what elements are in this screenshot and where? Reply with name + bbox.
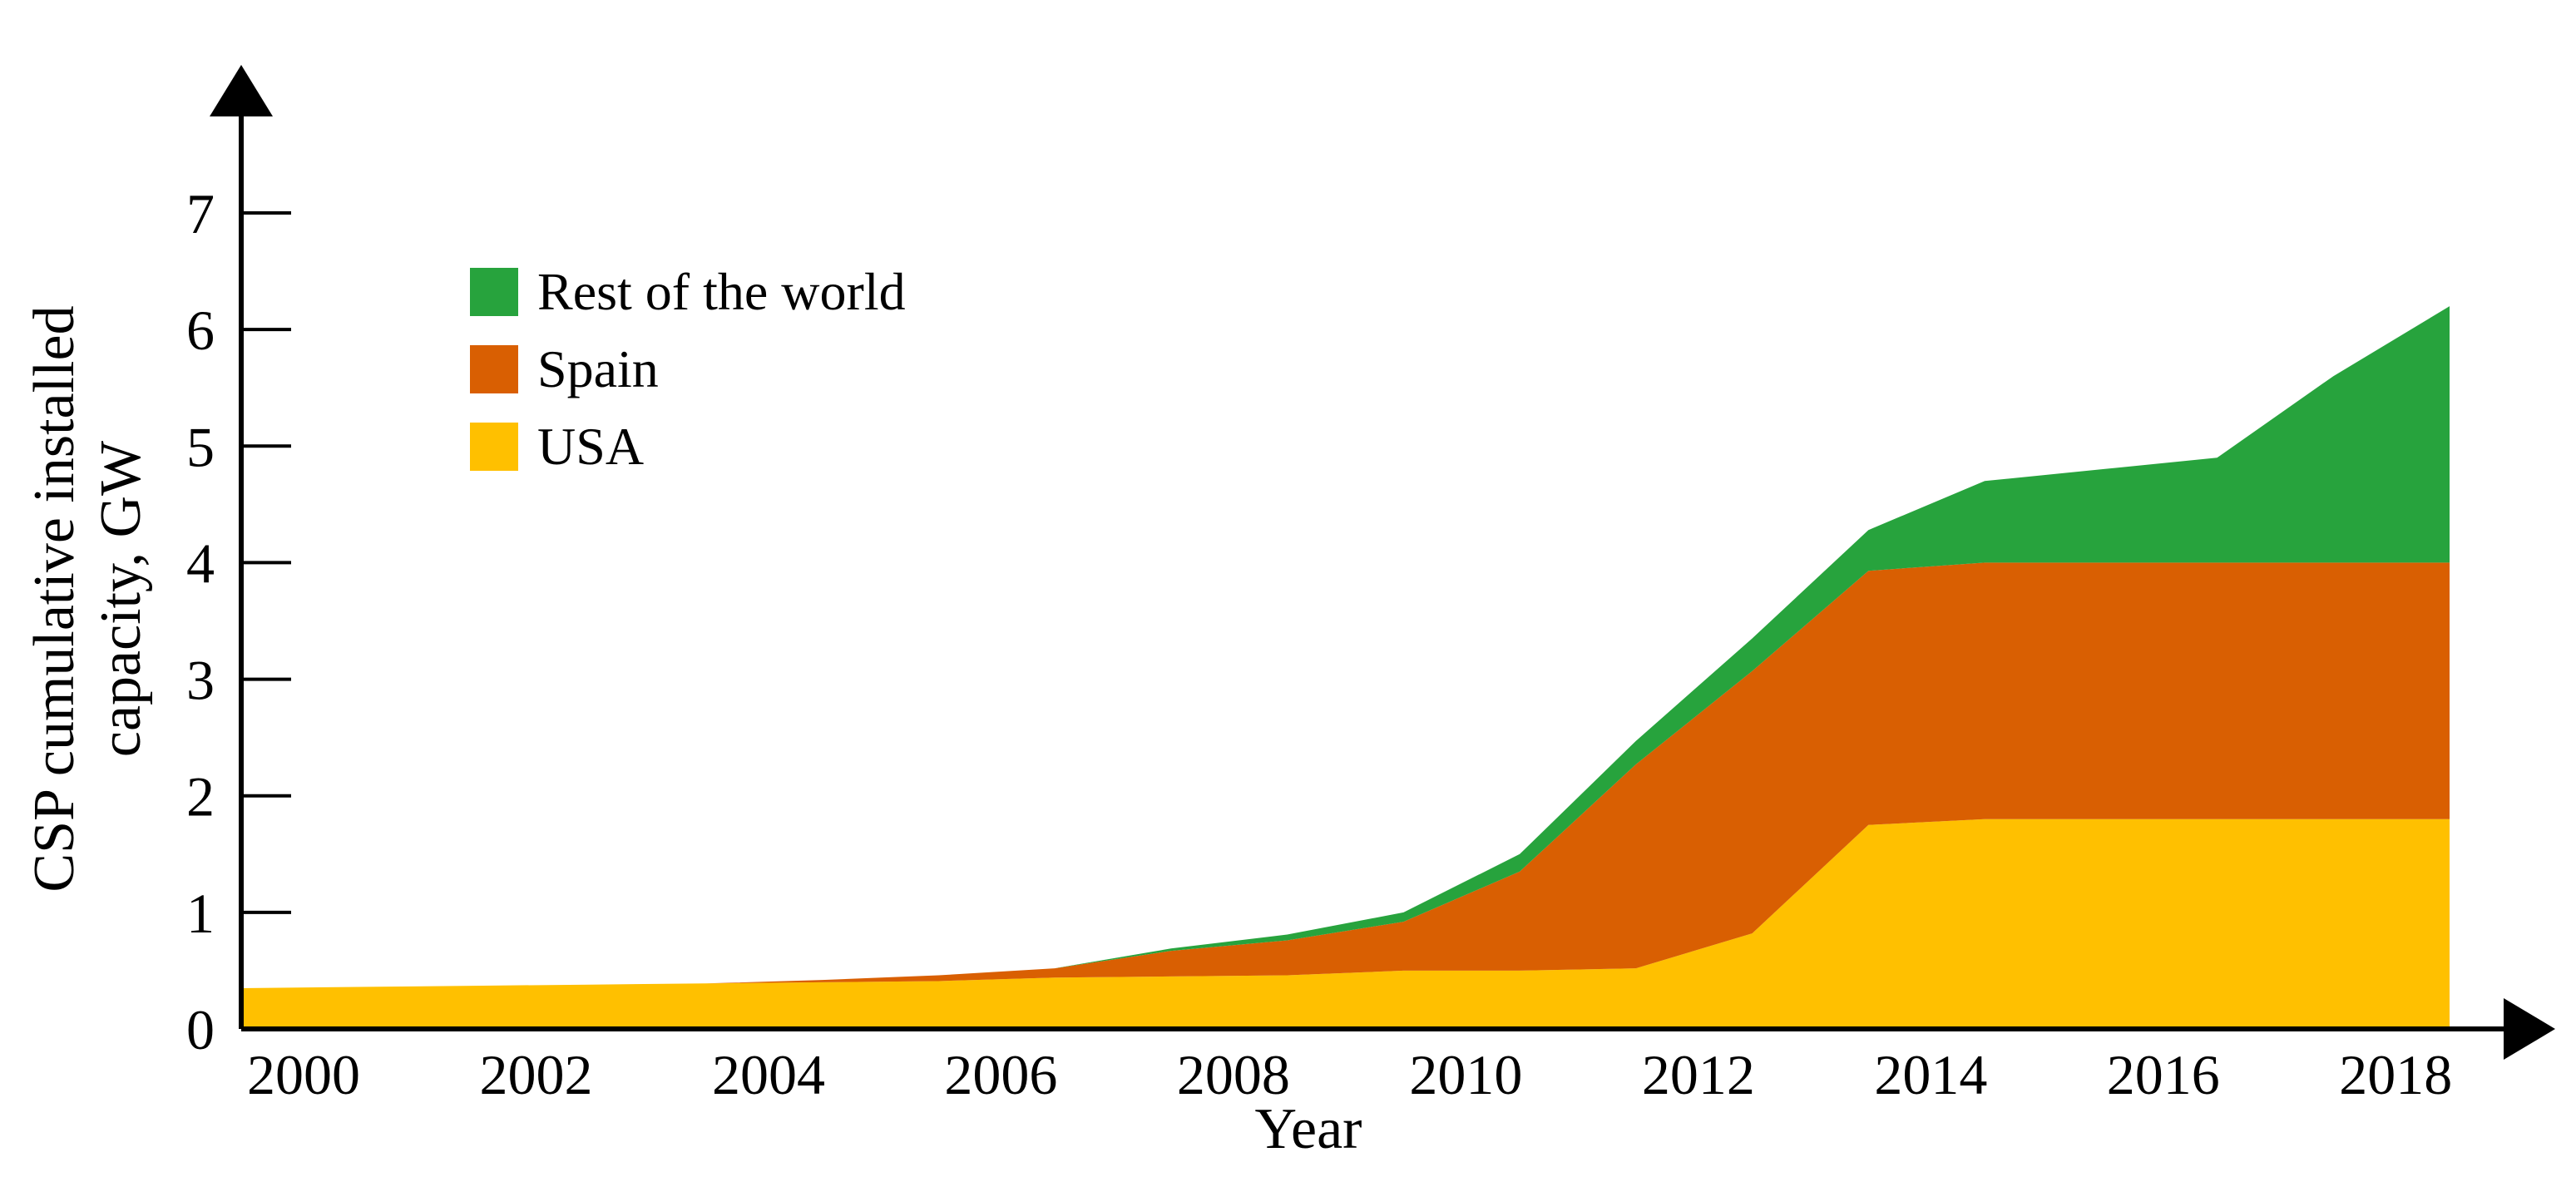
x-tick-label-2012: 2012 — [1642, 1043, 1755, 1106]
legend-swatch-rest-of-the-world — [470, 268, 518, 316]
y-tick-label-3: 3 — [186, 649, 215, 712]
y-ticks: 0 1 2 3 4 5 6 7 — [186, 182, 291, 1061]
y-tick-label-0: 0 — [186, 998, 215, 1061]
x-tick-label-2018: 2018 — [2339, 1043, 2452, 1106]
x-tick-label-2010: 2010 — [1409, 1043, 1522, 1106]
y-axis-title-line-1: CSP cumulative installed — [22, 305, 87, 892]
x-tick-label-2000: 2000 — [247, 1043, 360, 1106]
x-axis-title: Year — [1255, 1097, 1362, 1161]
legend-label-spain: Spain — [537, 339, 659, 398]
x-tick-label-2016: 2016 — [2107, 1043, 2220, 1106]
y-tick-label-4: 4 — [186, 532, 215, 595]
x-tick-label-2014: 2014 — [1874, 1043, 1987, 1106]
y-axis-title-line-2: capacity, GW — [89, 441, 153, 757]
legend: Rest of the world Spain USA — [470, 262, 906, 476]
y-tick-label-2: 2 — [186, 765, 215, 828]
x-tick-label-2002: 2002 — [479, 1043, 592, 1106]
y-tick-label-5: 5 — [186, 415, 215, 478]
axes — [210, 65, 2555, 1060]
legend-swatch-usa — [470, 423, 518, 471]
x-tick-label-2006: 2006 — [944, 1043, 1057, 1106]
area-spain — [241, 562, 2450, 988]
legend-swatch-spain — [470, 345, 518, 393]
area-usa — [241, 818, 2450, 1029]
x-ticks: 2000 2002 2004 2006 2008 2010 2012 2014 2016 2018 — [247, 1043, 2452, 1106]
x-tick-label-2004: 2004 — [712, 1043, 825, 1106]
x-tick-label-2008: 2008 — [1177, 1043, 1290, 1106]
y-tick-label-7: 7 — [186, 182, 215, 245]
y-axis-arrow-icon — [210, 65, 273, 116]
y-tick-label-1: 1 — [186, 882, 215, 945]
legend-label-rest-of-the-world: Rest of the world — [537, 262, 906, 321]
x-axis-arrow-icon — [2504, 998, 2555, 1060]
legend-label-usa: USA — [537, 417, 644, 476]
stacked-areas — [241, 306, 2450, 1029]
y-tick-label-6: 6 — [186, 299, 215, 362]
